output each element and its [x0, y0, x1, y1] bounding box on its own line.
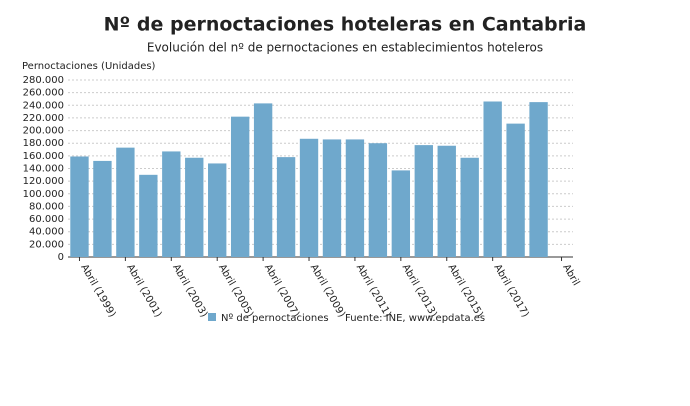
bar: [70, 156, 89, 257]
bar: [345, 139, 365, 257]
y-tick-label: 140.000: [23, 164, 64, 175]
legend-label: Nº de pernoctaciones: [221, 313, 329, 324]
bar: [116, 147, 135, 257]
bar: [322, 139, 342, 257]
y-tick-label: 80.000: [29, 201, 64, 212]
bar: [230, 116, 250, 258]
bar: [414, 145, 433, 257]
bar: [208, 163, 227, 257]
x-tick-label: Abril (2001): [124, 263, 163, 320]
x-tick-label: Abril (2005): [216, 263, 255, 320]
y-tick-label: 200.000: [23, 126, 64, 137]
y-tick-label: 20.000: [29, 239, 64, 250]
y-axis-label: Pernoctaciones (Unidades): [22, 61, 156, 72]
bar: [391, 170, 411, 257]
bar: [460, 157, 479, 257]
bar: [139, 174, 158, 257]
chart-subtitle: Evolución del nº de pernoctaciones en es…: [147, 41, 543, 55]
bar: [253, 103, 273, 257]
y-tick-label: 180.000: [23, 138, 64, 149]
x-tick-label: Abril (2015): [446, 263, 485, 320]
bar: [93, 160, 112, 257]
x-tick-label: Abril (2017): [491, 263, 530, 320]
x-tick-label: Abril (2011): [354, 263, 393, 320]
y-tick-label: 60.000: [29, 214, 64, 225]
x-tick-label: Abril: [560, 263, 581, 288]
y-tick-label: 40.000: [29, 227, 64, 238]
legend-swatch: [208, 313, 216, 321]
bar: [299, 138, 319, 257]
y-tick-label: 240.000: [23, 100, 64, 111]
bar: [437, 145, 456, 257]
bar: [506, 123, 525, 257]
chart-title: Nº de pernoctaciones hoteleras en Cantab…: [104, 14, 587, 36]
bar: [483, 101, 502, 257]
bar: [185, 157, 204, 257]
bar: [162, 151, 181, 257]
y-tick-label: 0: [58, 252, 64, 263]
x-tick-label: Abril (2009): [308, 263, 347, 320]
y-tick-label: 220.000: [23, 113, 64, 124]
source-note: Fuente: INE, www.epdata.es: [345, 313, 485, 324]
y-tick-label: 280.000: [23, 75, 64, 86]
y-tick-label: 100.000: [23, 189, 64, 200]
bar: [276, 157, 296, 257]
y-tick-label: 260.000: [23, 88, 64, 99]
x-tick-label: Abril (2007): [262, 263, 301, 320]
y-tick-label: 120.000: [23, 176, 64, 187]
x-tick-label: Abril (2003): [170, 263, 209, 320]
bar: [368, 143, 388, 257]
x-tick-label: Abril (2013): [400, 263, 439, 320]
x-tick-label: Abril (1999): [78, 263, 117, 320]
y-tick-label: 160.000: [23, 151, 64, 162]
bar: [529, 102, 548, 257]
